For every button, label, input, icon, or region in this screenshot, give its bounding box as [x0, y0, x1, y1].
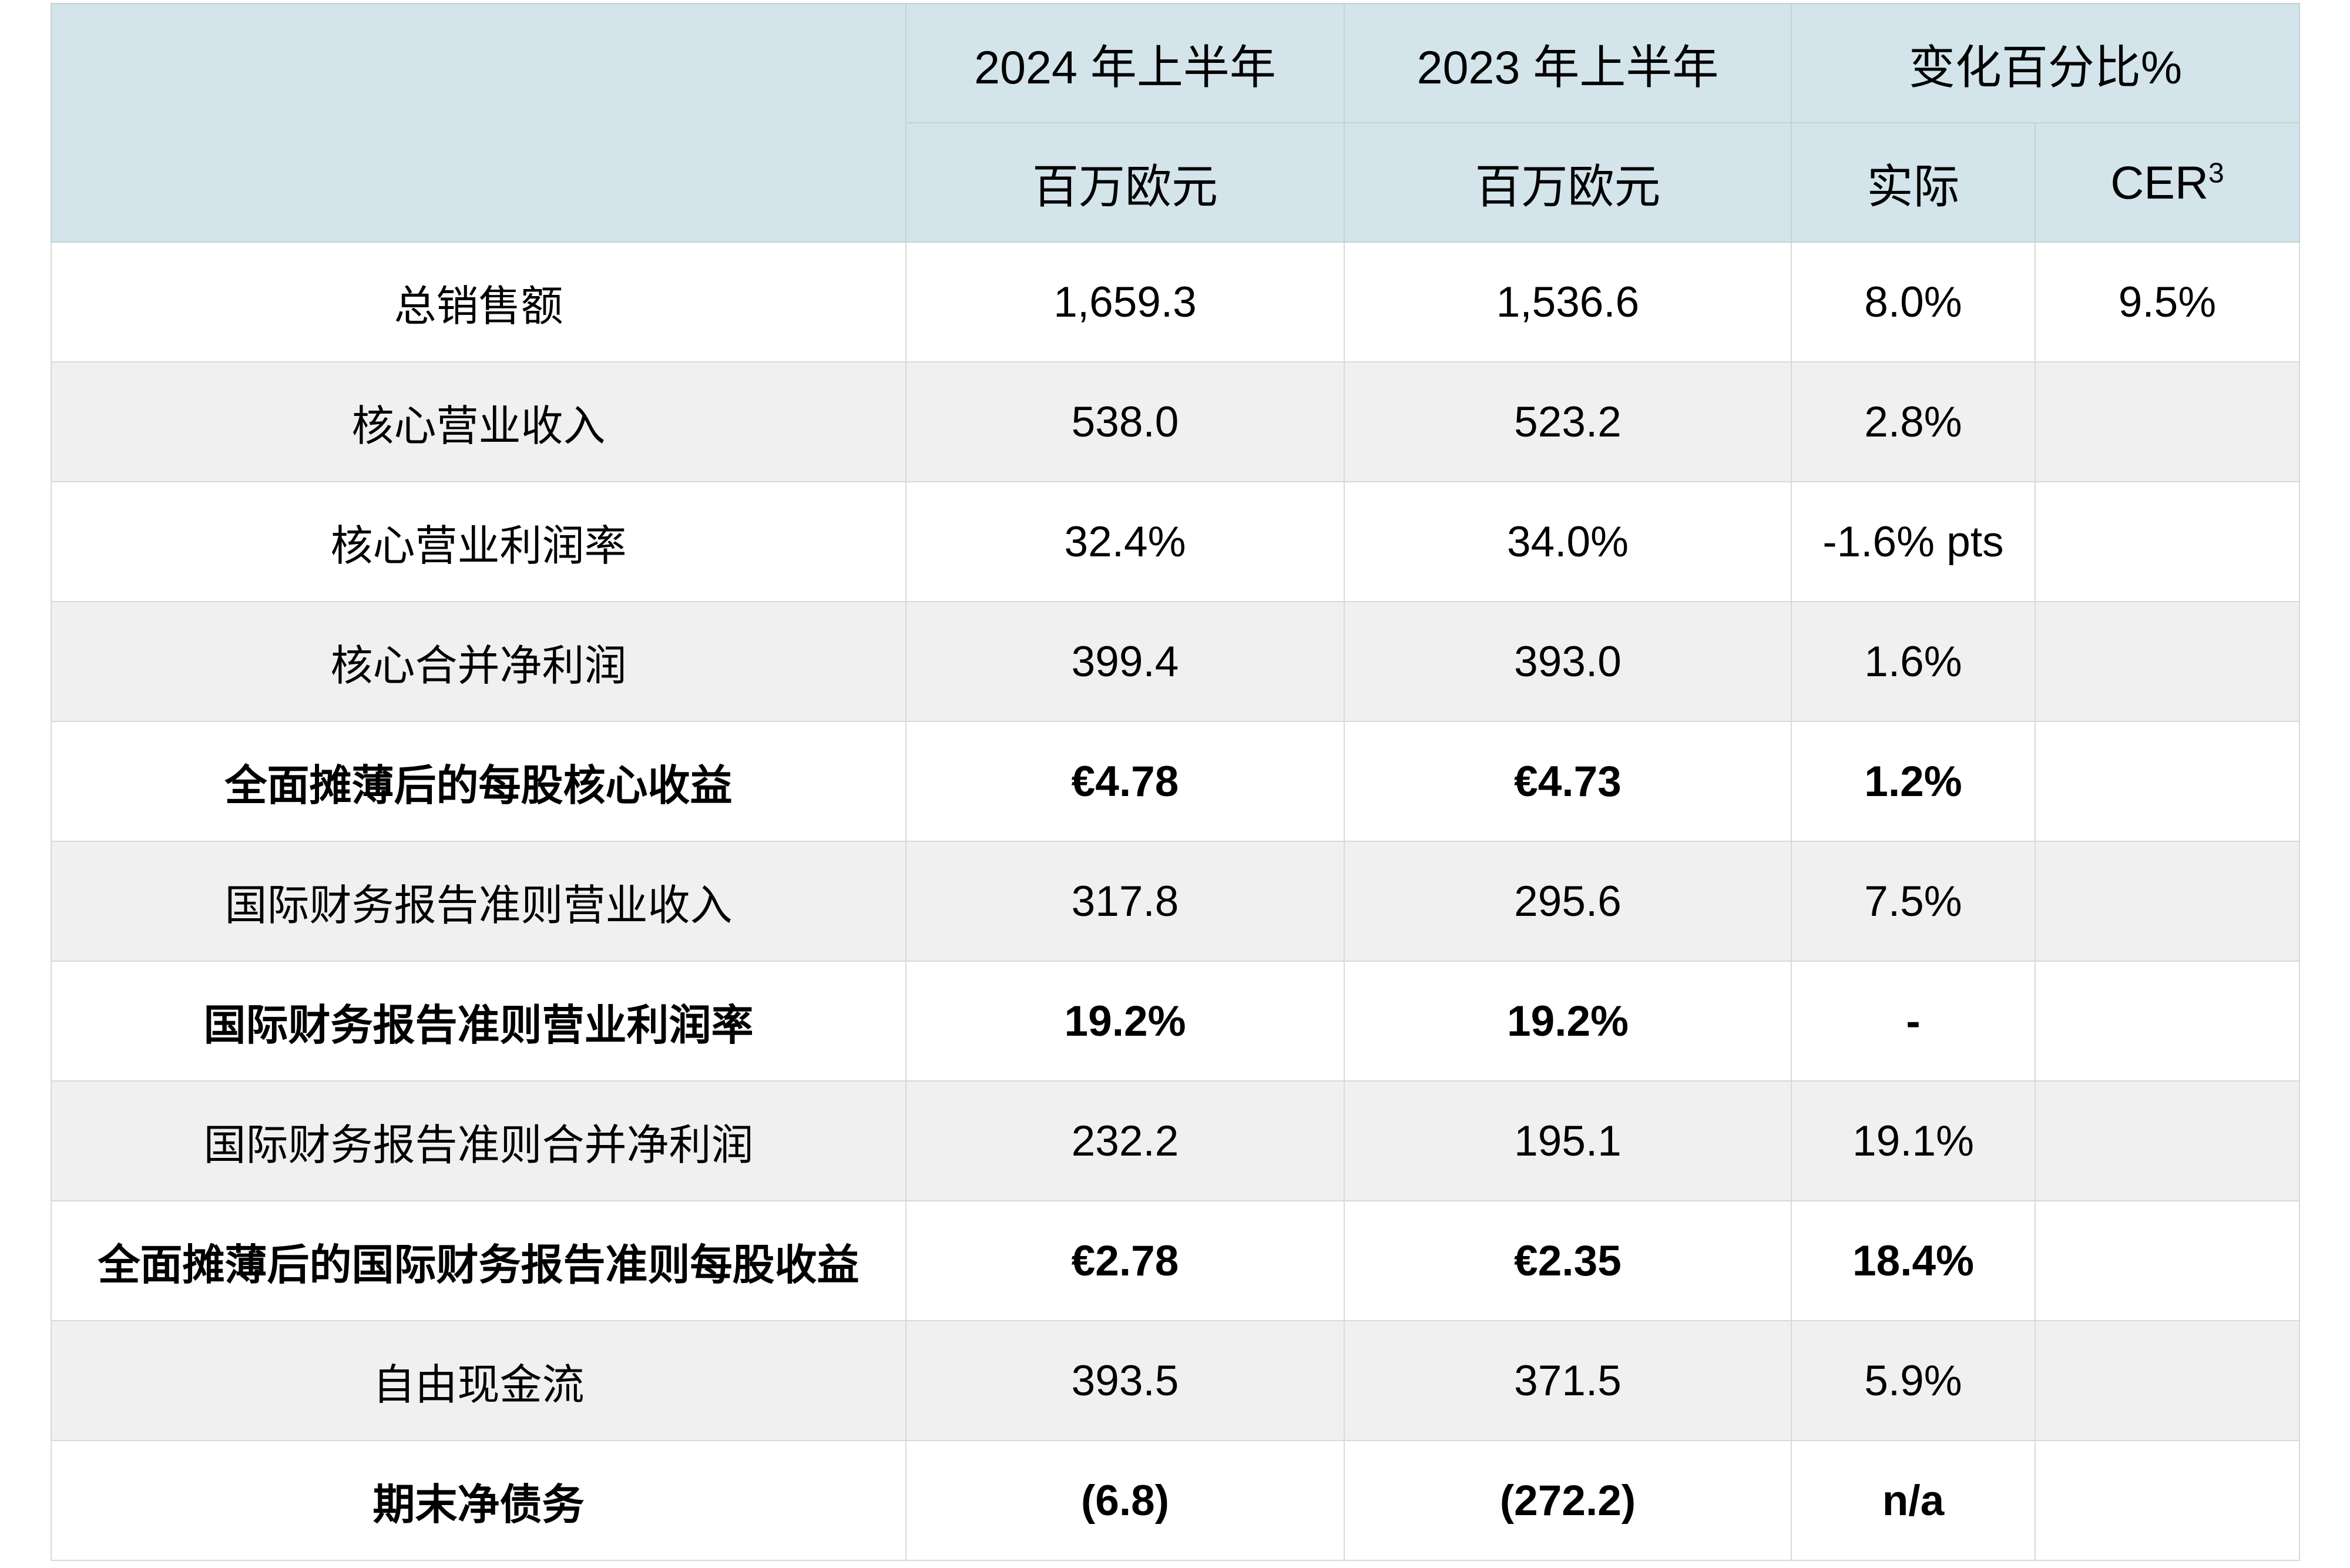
cell-label: 国际财务报告准则营业收入	[51, 841, 907, 962]
cell-2023: €4.73	[1344, 721, 1792, 842]
cell-2024: 32.4%	[905, 481, 1345, 602]
cell-actual: 19.1%	[1791, 1080, 2036, 1201]
table-header: 2024 年上半年 2023 年上半年 变化百分比% 百万欧元 百万欧元 实际 …	[51, 3, 2300, 243]
cell-cer: 9.5%	[2035, 241, 2300, 362]
cell-label: 国际财务报告准则合并净利润	[51, 1080, 907, 1201]
cell-2023: 1,536.6	[1344, 241, 1792, 362]
cell-actual: n/a	[1791, 1440, 2036, 1561]
header-unit-2024: 百万欧元	[905, 122, 1345, 243]
header-cer: CER3	[2035, 122, 2300, 243]
cell-cer	[2035, 841, 2300, 962]
cell-label: 全面摊薄后的国际财务报告准则每股收益	[51, 1200, 907, 1321]
financial-summary-table: 2024 年上半年 2023 年上半年 变化百分比% 百万欧元 百万欧元 实际 …	[51, 3, 2300, 1561]
cell-actual: 5.9%	[1791, 1320, 2036, 1441]
cell-cer	[2035, 1080, 2300, 1201]
table-body: 总销售额 1,659.3 1,536.6 8.0% 9.5% 核心营业收入 53…	[51, 241, 2300, 1561]
cell-2023: 34.0%	[1344, 481, 1792, 602]
cell-actual: 8.0%	[1791, 241, 2036, 362]
cell-cer	[2035, 1440, 2300, 1561]
cell-cer	[2035, 1320, 2300, 1441]
cell-2024: 317.8	[905, 841, 1345, 962]
cell-actual: -1.6% pts	[1791, 481, 2036, 602]
cell-2023: 393.0	[1344, 601, 1792, 722]
table-row-net-debt: 期末净债务 (6.8) (272.2) n/a	[51, 1440, 2300, 1561]
cell-cer	[2035, 361, 2300, 482]
cell-2023: 295.6	[1344, 841, 1792, 962]
cell-actual: 2.8%	[1791, 361, 2036, 482]
cell-actual: -	[1791, 961, 2036, 1082]
cell-2023: (272.2)	[1344, 1440, 1792, 1561]
cell-2024: 538.0	[905, 361, 1345, 482]
cell-actual: 1.2%	[1791, 721, 2036, 842]
table-row-total-sales: 总销售额 1,659.3 1,536.6 8.0% 9.5%	[51, 241, 2300, 362]
header-change-pct: 变化百分比%	[1791, 3, 2300, 123]
cell-cer	[2035, 601, 2300, 722]
cell-cer	[2035, 961, 2300, 1082]
table-row-ifrs-eps: 全面摊薄后的国际财务报告准则每股收益 €2.78 €2.35 18.4%	[51, 1200, 2300, 1321]
cell-2024: (6.8)	[905, 1440, 1345, 1561]
header-actual: 实际	[1791, 122, 2036, 243]
table-row-free-cash-flow: 自由现金流 393.5 371.5 5.9%	[51, 1320, 2300, 1441]
cell-2024: €2.78	[905, 1200, 1345, 1321]
header-cer-superscript: 3	[2208, 157, 2224, 189]
table-row-core-net-income: 核心合并净利润 399.4 393.0 1.6%	[51, 601, 2300, 722]
header-cer-text: CER	[2110, 156, 2209, 209]
cell-2023: 523.2	[1344, 361, 1792, 482]
cell-actual: 1.6%	[1791, 601, 2036, 722]
cell-2024: 19.2%	[905, 961, 1345, 1082]
table-row-core-eps: 全面摊薄后的每股核心收益 €4.78 €4.73 1.2%	[51, 721, 2300, 842]
cell-label: 全面摊薄后的每股核心收益	[51, 721, 907, 842]
cell-label: 总销售额	[51, 241, 907, 362]
cell-label: 国际财务报告准则营业利润率	[51, 961, 907, 1082]
table-row-core-operating-income: 核心营业收入 538.0 523.2 2.8%	[51, 361, 2300, 482]
table-row-ifrs-net-income: 国际财务报告准则合并净利润 232.2 195.1 19.1%	[51, 1080, 2300, 1201]
cell-cer	[2035, 481, 2300, 602]
cell-2024: 393.5	[905, 1320, 1345, 1441]
table-row-ifrs-operating-income: 国际财务报告准则营业收入 317.8 295.6 7.5%	[51, 841, 2300, 962]
header-row-units: 百万欧元 百万欧元 实际 CER3	[51, 122, 2300, 243]
cell-2023: €2.35	[1344, 1200, 1792, 1321]
cell-actual: 18.4%	[1791, 1200, 2036, 1321]
cell-2024: 399.4	[905, 601, 1345, 722]
table-row-core-operating-margin: 核心营业利润率 32.4% 34.0% -1.6% pts	[51, 481, 2300, 602]
header-row-periods: 2024 年上半年 2023 年上半年 变化百分比%	[51, 3, 2300, 243]
header-unit-2023: 百万欧元	[1344, 122, 1792, 243]
cell-2023: 195.1	[1344, 1080, 1792, 1201]
cell-label: 核心营业利润率	[51, 481, 907, 602]
cell-label: 自由现金流	[51, 1320, 907, 1441]
cell-2024: 1,659.3	[905, 241, 1345, 362]
cell-label: 期末净债务	[51, 1440, 907, 1561]
header-period-2023: 2023 年上半年	[1344, 3, 1792, 123]
cell-2023: 371.5	[1344, 1320, 1792, 1441]
cell-cer	[2035, 1200, 2300, 1321]
cell-cer	[2035, 721, 2300, 842]
header-period-2024: 2024 年上半年	[905, 3, 1345, 123]
cell-2024: 232.2	[905, 1080, 1345, 1201]
header-empty-cell	[51, 3, 907, 243]
cell-label: 核心合并净利润	[51, 601, 907, 722]
cell-2023: 19.2%	[1344, 961, 1792, 1082]
table-row-ifrs-operating-margin: 国际财务报告准则营业利润率 19.2% 19.2% -	[51, 961, 2300, 1082]
cell-actual: 7.5%	[1791, 841, 2036, 962]
cell-label: 核心营业收入	[51, 361, 907, 482]
cell-2024: €4.78	[905, 721, 1345, 842]
